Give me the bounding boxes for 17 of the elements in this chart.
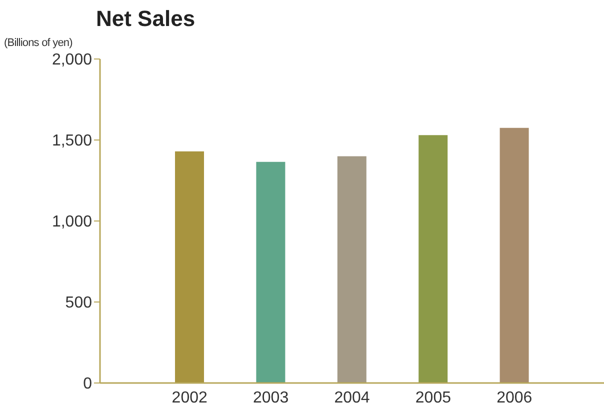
y-tick-label: 0	[83, 376, 92, 393]
x-tick-label: 2002	[172, 389, 208, 406]
x-tick-label: 2003	[253, 389, 289, 406]
y-tick-label: 2,000	[52, 52, 92, 69]
y-tick-label: 500	[65, 294, 92, 312]
y-axis-title: (Billions of yen)	[4, 37, 72, 49]
bar	[418, 135, 448, 383]
bar	[175, 151, 204, 383]
x-tick-label: 2004	[334, 389, 370, 406]
chart-title: Net Sales	[96, 6, 196, 32]
bar	[256, 162, 286, 383]
y-tick-label: 1,500	[52, 132, 92, 150]
bar	[337, 156, 366, 383]
y-tick-label: 1,000	[52, 214, 92, 231]
bar	[500, 128, 529, 383]
x-tick-label: 2005	[415, 389, 452, 406]
x-tick-label: 2006	[496, 389, 532, 406]
